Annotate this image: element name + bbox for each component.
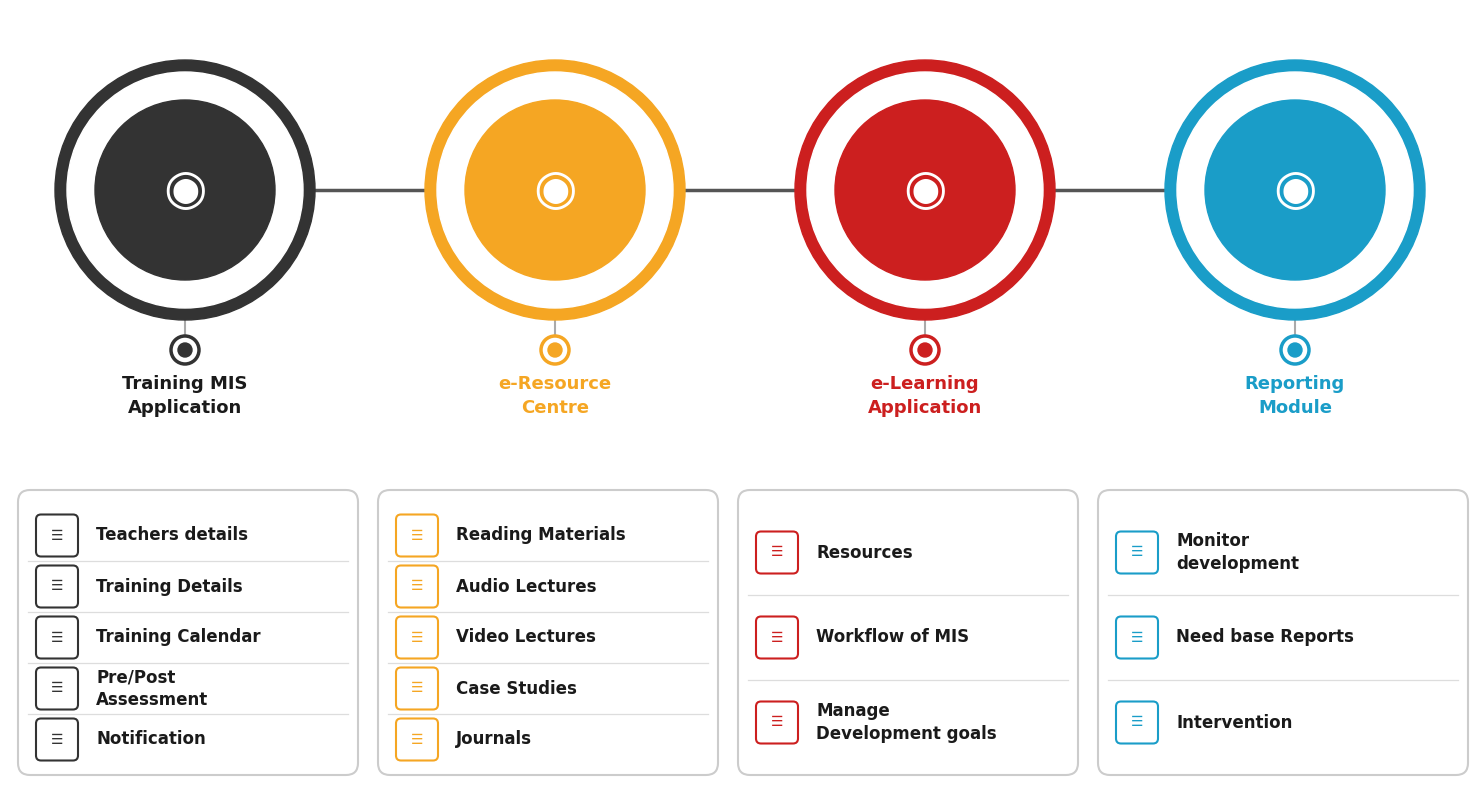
Text: Need base Reports: Need base Reports	[1177, 629, 1355, 646]
Circle shape	[542, 178, 568, 202]
Circle shape	[170, 336, 199, 364]
Circle shape	[548, 343, 562, 357]
Text: Training Calendar: Training Calendar	[96, 629, 261, 646]
Circle shape	[178, 343, 193, 357]
FancyBboxPatch shape	[738, 490, 1077, 775]
FancyBboxPatch shape	[36, 514, 79, 556]
FancyBboxPatch shape	[36, 668, 79, 709]
Text: ☰: ☰	[411, 630, 424, 645]
FancyBboxPatch shape	[756, 701, 797, 743]
FancyBboxPatch shape	[396, 565, 439, 607]
Circle shape	[1205, 100, 1386, 280]
Text: Audio Lectures: Audio Lectures	[456, 578, 596, 595]
Circle shape	[425, 60, 685, 320]
Circle shape	[55, 60, 316, 320]
Circle shape	[173, 178, 197, 202]
Circle shape	[437, 72, 673, 308]
Circle shape	[808, 72, 1043, 308]
Text: Intervention: Intervention	[1177, 713, 1292, 732]
Circle shape	[1286, 182, 1303, 198]
FancyBboxPatch shape	[396, 514, 439, 556]
Text: ☰: ☰	[1131, 630, 1143, 645]
Text: Pre/Post
Assessment: Pre/Post Assessment	[96, 669, 209, 708]
Circle shape	[1280, 336, 1309, 364]
Circle shape	[1288, 343, 1303, 357]
Text: e-Resource
Centre: e-Resource Centre	[498, 375, 612, 416]
Circle shape	[465, 100, 645, 280]
Text: Reporting
Module: Reporting Module	[1245, 375, 1346, 416]
Text: Resources: Resources	[817, 544, 913, 561]
FancyBboxPatch shape	[396, 616, 439, 658]
Text: ☰: ☰	[50, 732, 64, 747]
Text: ☰: ☰	[771, 716, 784, 729]
Circle shape	[95, 100, 276, 280]
Text: ☰: ☰	[50, 529, 64, 543]
FancyBboxPatch shape	[396, 668, 439, 709]
Text: ☰: ☰	[411, 681, 424, 696]
Circle shape	[917, 182, 934, 198]
Text: Monitor
development: Monitor development	[1177, 533, 1300, 572]
Text: ☰: ☰	[771, 545, 784, 560]
Circle shape	[1165, 60, 1426, 320]
FancyBboxPatch shape	[36, 616, 79, 658]
Text: ☰: ☰	[50, 579, 64, 594]
Text: Manage
Development goals: Manage Development goals	[817, 702, 996, 743]
FancyBboxPatch shape	[1116, 616, 1157, 658]
Circle shape	[911, 336, 940, 364]
FancyBboxPatch shape	[756, 616, 797, 658]
Text: ☰: ☰	[1131, 716, 1143, 729]
Text: Case Studies: Case Studies	[456, 680, 576, 697]
Circle shape	[913, 178, 937, 202]
FancyBboxPatch shape	[396, 719, 439, 760]
Text: ☰: ☰	[50, 681, 64, 696]
Text: Reading Materials: Reading Materials	[456, 526, 625, 544]
Text: Journals: Journals	[456, 731, 532, 748]
Circle shape	[834, 100, 1015, 280]
Text: Training Details: Training Details	[96, 578, 243, 595]
Text: Training MIS
Application: Training MIS Application	[122, 375, 247, 416]
Circle shape	[917, 343, 932, 357]
Text: ◉: ◉	[163, 166, 207, 214]
FancyBboxPatch shape	[36, 565, 79, 607]
Text: ☰: ☰	[771, 630, 784, 645]
FancyBboxPatch shape	[18, 490, 359, 775]
Text: ◉: ◉	[903, 166, 947, 214]
FancyBboxPatch shape	[1116, 532, 1157, 573]
Text: ☰: ☰	[411, 579, 424, 594]
Text: ☰: ☰	[50, 630, 64, 645]
Text: ☰: ☰	[1131, 545, 1143, 560]
Circle shape	[794, 60, 1055, 320]
Circle shape	[176, 182, 193, 198]
Circle shape	[1177, 72, 1412, 308]
Text: ◉: ◉	[1273, 166, 1317, 214]
FancyBboxPatch shape	[36, 719, 79, 760]
Circle shape	[1283, 178, 1307, 202]
FancyBboxPatch shape	[756, 532, 797, 573]
Text: ☰: ☰	[411, 732, 424, 747]
Text: Workflow of MIS: Workflow of MIS	[817, 629, 969, 646]
Circle shape	[541, 336, 569, 364]
Text: ◉: ◉	[534, 166, 576, 214]
Text: ☰: ☰	[411, 529, 424, 543]
FancyBboxPatch shape	[1098, 490, 1469, 775]
FancyBboxPatch shape	[1116, 701, 1157, 743]
Circle shape	[67, 72, 302, 308]
Text: Notification: Notification	[96, 731, 206, 748]
FancyBboxPatch shape	[378, 490, 717, 775]
Text: Video Lectures: Video Lectures	[456, 629, 596, 646]
Text: Teachers details: Teachers details	[96, 526, 247, 544]
Text: e-Learning
Application: e-Learning Application	[868, 375, 983, 416]
Circle shape	[547, 182, 563, 198]
